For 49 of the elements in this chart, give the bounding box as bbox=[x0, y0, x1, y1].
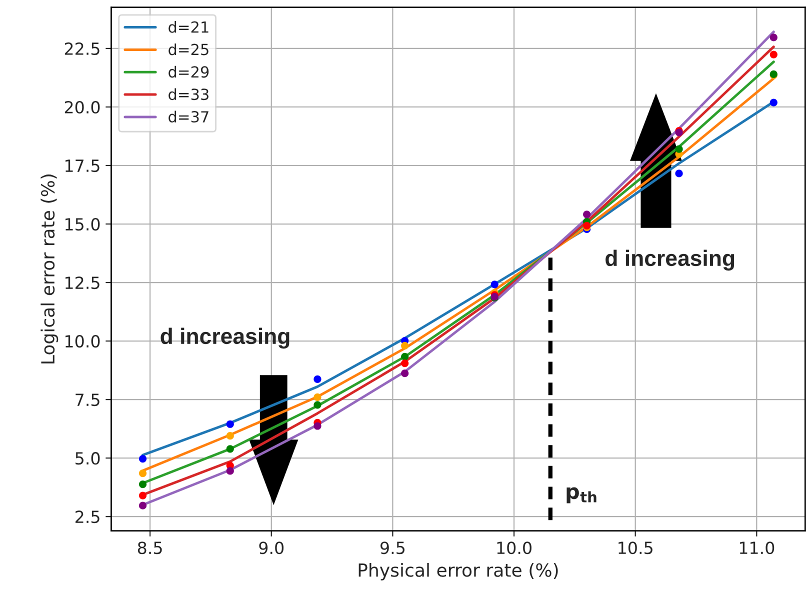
y-tick-label: 10.0 bbox=[66, 335, 100, 348]
point bbox=[770, 50, 778, 58]
point bbox=[138, 454, 147, 463]
point bbox=[401, 370, 409, 378]
y-tick-label: 15.0 bbox=[66, 218, 100, 231]
x-tick-label: 9.0 bbox=[259, 542, 284, 554]
point bbox=[401, 352, 409, 361]
point bbox=[138, 469, 147, 478]
y-tick-label: 7.5 bbox=[76, 394, 100, 406]
y-tick-label: 20.0 bbox=[64, 100, 100, 114]
legend-label: d=21 bbox=[168, 21, 208, 33]
x-tick-label: 9.5 bbox=[380, 542, 404, 554]
annotation: p$_{th}$ bbox=[566, 487, 596, 504]
point bbox=[401, 359, 409, 368]
point bbox=[226, 445, 234, 453]
legend-label: d=37 bbox=[168, 110, 208, 123]
annotation: d increasing bbox=[606, 250, 734, 271]
y-tick-label: 17.5 bbox=[66, 160, 100, 172]
point bbox=[675, 145, 683, 153]
x-axis-title: Physical error rate (%) bbox=[358, 562, 558, 580]
point bbox=[770, 98, 778, 106]
point bbox=[226, 420, 234, 428]
legend-label: d=33 bbox=[168, 88, 208, 100]
y-tick-label: 12.5 bbox=[66, 276, 100, 290]
point bbox=[138, 502, 147, 510]
point bbox=[138, 492, 147, 500]
point bbox=[314, 375, 322, 383]
legend-label: d=25 bbox=[168, 43, 208, 56]
point bbox=[226, 432, 234, 440]
point bbox=[490, 280, 498, 288]
x-tick-label: 10.5 bbox=[618, 542, 652, 554]
annotation: d increasing bbox=[160, 328, 290, 349]
y-axis-title: Logical error rate (%) bbox=[40, 174, 58, 364]
point bbox=[314, 393, 322, 402]
point bbox=[314, 422, 322, 430]
point bbox=[314, 401, 322, 409]
point bbox=[226, 467, 234, 475]
point bbox=[770, 34, 778, 42]
point bbox=[675, 170, 683, 178]
point bbox=[583, 210, 591, 218]
y-tick-label: 22.5 bbox=[64, 42, 100, 56]
point bbox=[138, 480, 147, 488]
x-tick-label: 10.0 bbox=[497, 542, 532, 554]
point bbox=[401, 342, 409, 350]
x-tick-label: 8.5 bbox=[138, 542, 162, 554]
y-tick-label: 2.5 bbox=[76, 510, 100, 524]
y-tick-label: 5.0 bbox=[76, 452, 100, 465]
legend-label: d=29 bbox=[168, 66, 209, 78]
x-tick-label: 11.0 bbox=[740, 542, 774, 554]
